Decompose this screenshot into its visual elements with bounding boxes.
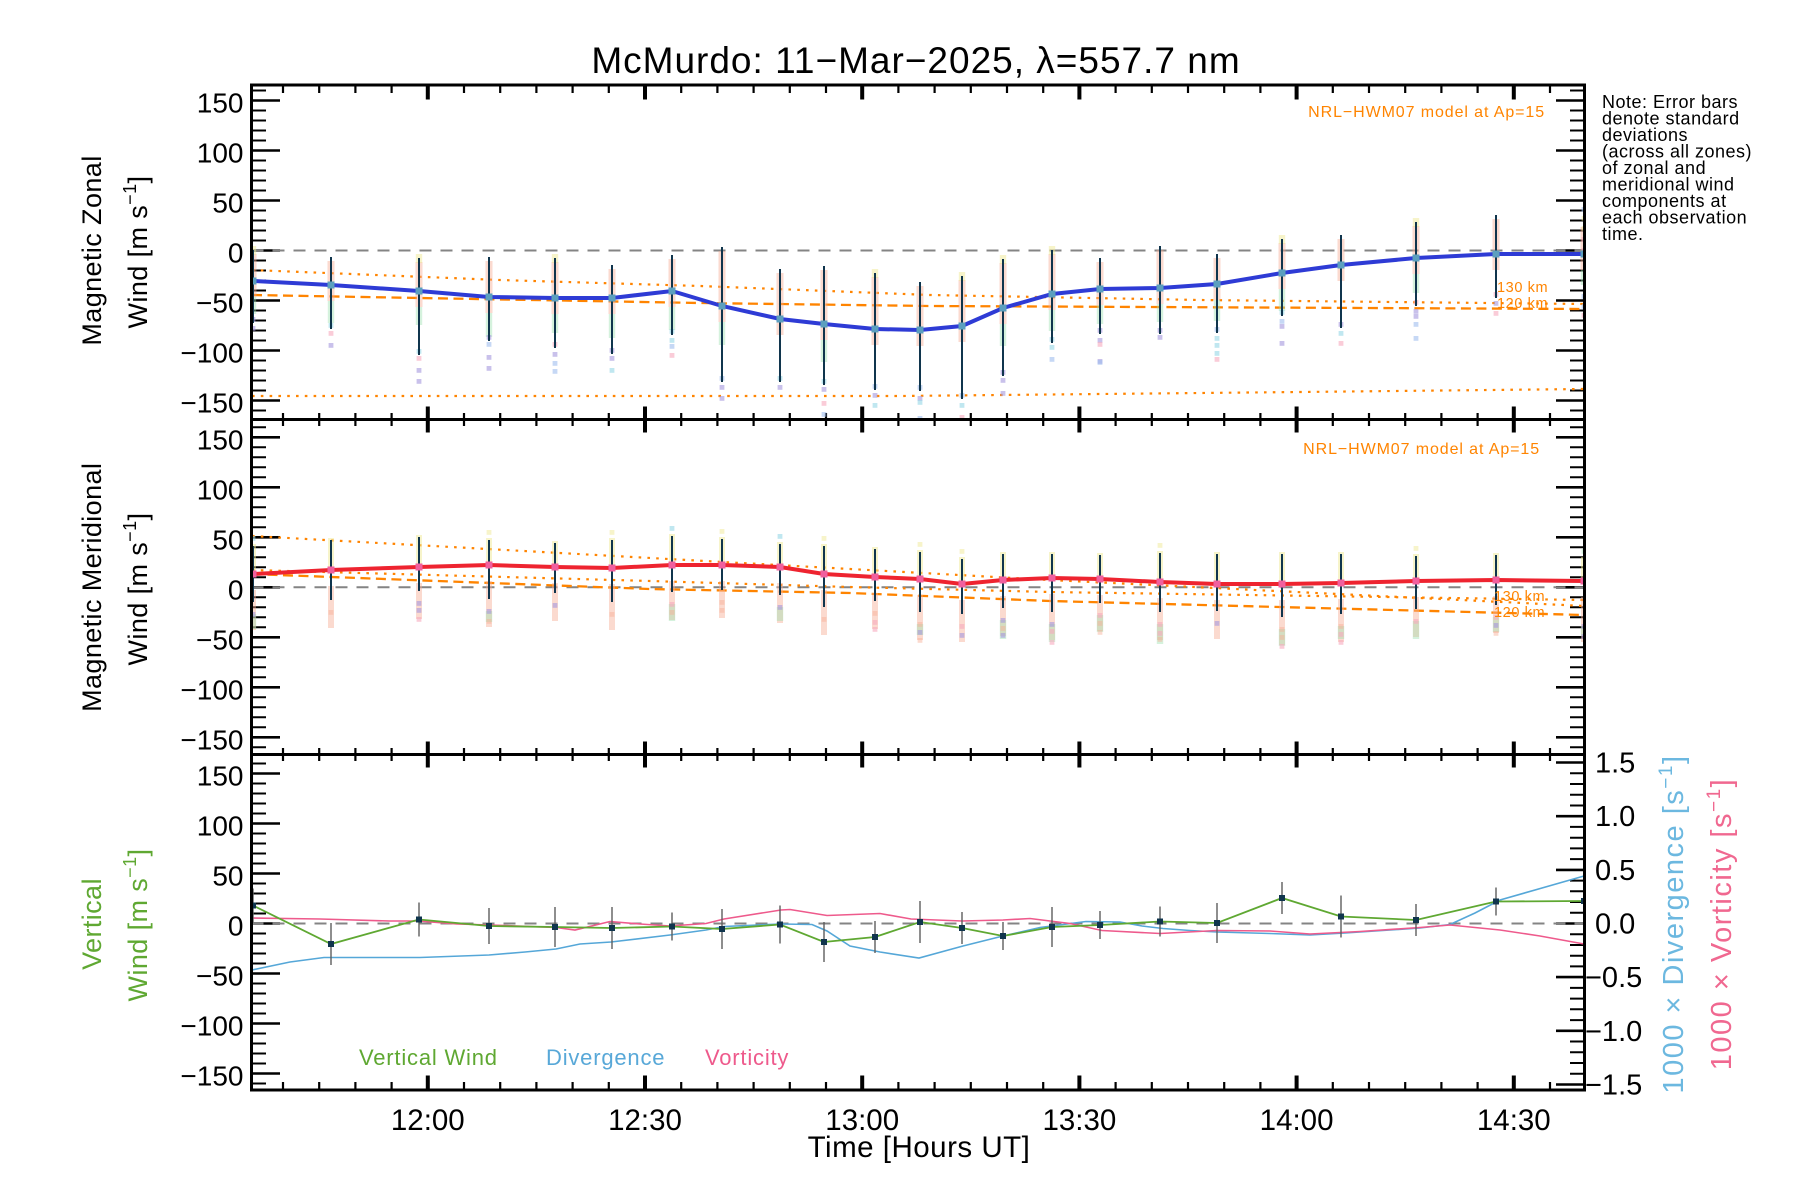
svg-text:each observation: each observation: [1602, 208, 1747, 228]
svg-text:McMurdo: 11−Mar−2025, λ=557.7: McMurdo: 11−Mar−2025, λ=557.7 nm: [591, 40, 1240, 81]
svg-text:meridional wind: meridional wind: [1602, 175, 1735, 195]
svg-text:120 km: 120 km: [1497, 296, 1548, 312]
svg-text:NRL−HWM07 model at Ap=15: NRL−HWM07 model at Ap=15: [1308, 104, 1545, 121]
svg-text:−50: −50: [196, 624, 244, 655]
svg-text:Wind [m s−1]: Wind [m s−1]: [120, 513, 153, 666]
svg-text:50: 50: [212, 524, 243, 555]
svg-text:−50: −50: [196, 961, 244, 992]
svg-text:−150: −150: [180, 1061, 243, 1092]
svg-text:of zonal and: of zonal and: [1602, 158, 1706, 178]
svg-text:100: 100: [197, 474, 244, 505]
svg-text:−1.5: −1.5: [1585, 1069, 1642, 1101]
svg-text:Magnetic Zonal: Magnetic Zonal: [77, 155, 107, 345]
svg-text:13:00: 13:00: [825, 1104, 899, 1137]
svg-text:−100: −100: [180, 674, 243, 705]
svg-text:50: 50: [212, 188, 243, 219]
svg-text:1.5: 1.5: [1595, 748, 1635, 780]
svg-text:1000 × Vorticity [s−1]: 1000 × Vorticity [s−1]: [1704, 778, 1738, 1070]
svg-text:150: 150: [197, 424, 244, 455]
svg-text:0: 0: [228, 911, 244, 942]
svg-text:14:00: 14:00: [1260, 1104, 1334, 1137]
svg-text:−150: −150: [180, 724, 243, 755]
svg-text:0: 0: [228, 238, 244, 269]
svg-text:Divergence: Divergence: [546, 1045, 665, 1070]
svg-text:150: 150: [197, 88, 244, 119]
svg-text:0.5: 0.5: [1595, 855, 1635, 887]
svg-text:Vertical Wind: Vertical Wind: [359, 1045, 498, 1070]
svg-text:50: 50: [212, 861, 243, 892]
svg-text:1.0: 1.0: [1595, 801, 1635, 833]
svg-text:components at: components at: [1602, 191, 1727, 211]
svg-text:120 km: 120 km: [1494, 605, 1545, 621]
svg-text:Magnetic Meridional: Magnetic Meridional: [77, 463, 107, 712]
svg-text:−150: −150: [180, 388, 243, 419]
svg-text:12:00: 12:00: [391, 1104, 465, 1137]
svg-text:150: 150: [197, 761, 244, 792]
svg-text:14:30: 14:30: [1477, 1104, 1551, 1137]
svg-text:Time [Hours UT]: Time [Hours UT]: [808, 1131, 1031, 1164]
svg-text:100: 100: [197, 811, 244, 842]
svg-text:13:30: 13:30: [1042, 1104, 1116, 1137]
svg-text:−100: −100: [180, 1011, 243, 1042]
svg-text:(across all zones): (across all zones): [1602, 142, 1752, 162]
svg-text:12:30: 12:30: [608, 1104, 682, 1137]
svg-text:−100: −100: [180, 338, 243, 369]
svg-text:NRL−HWM07 model at Ap=15: NRL−HWM07 model at Ap=15: [1303, 441, 1540, 458]
svg-text:Note: Error bars: Note: Error bars: [1602, 92, 1738, 112]
svg-text:Vorticity: Vorticity: [705, 1045, 789, 1070]
svg-text:0.0: 0.0: [1595, 909, 1635, 941]
svg-text:1000 × Divergence [s−1]: 1000 × Divergence [s−1]: [1656, 754, 1690, 1093]
svg-text:100: 100: [197, 138, 244, 169]
svg-text:Vertical: Vertical: [77, 878, 107, 970]
svg-text:130 km: 130 km: [1497, 280, 1548, 296]
svg-text:deviations: deviations: [1602, 125, 1688, 145]
svg-text:130 km: 130 km: [1494, 589, 1545, 605]
svg-text:−1.0: −1.0: [1585, 1016, 1642, 1048]
svg-text:time.: time.: [1602, 224, 1644, 244]
svg-text:0: 0: [228, 574, 244, 605]
svg-text:−0.5: −0.5: [1585, 962, 1642, 994]
svg-text:denote standard: denote standard: [1602, 109, 1740, 129]
svg-text:−50: −50: [196, 288, 244, 319]
